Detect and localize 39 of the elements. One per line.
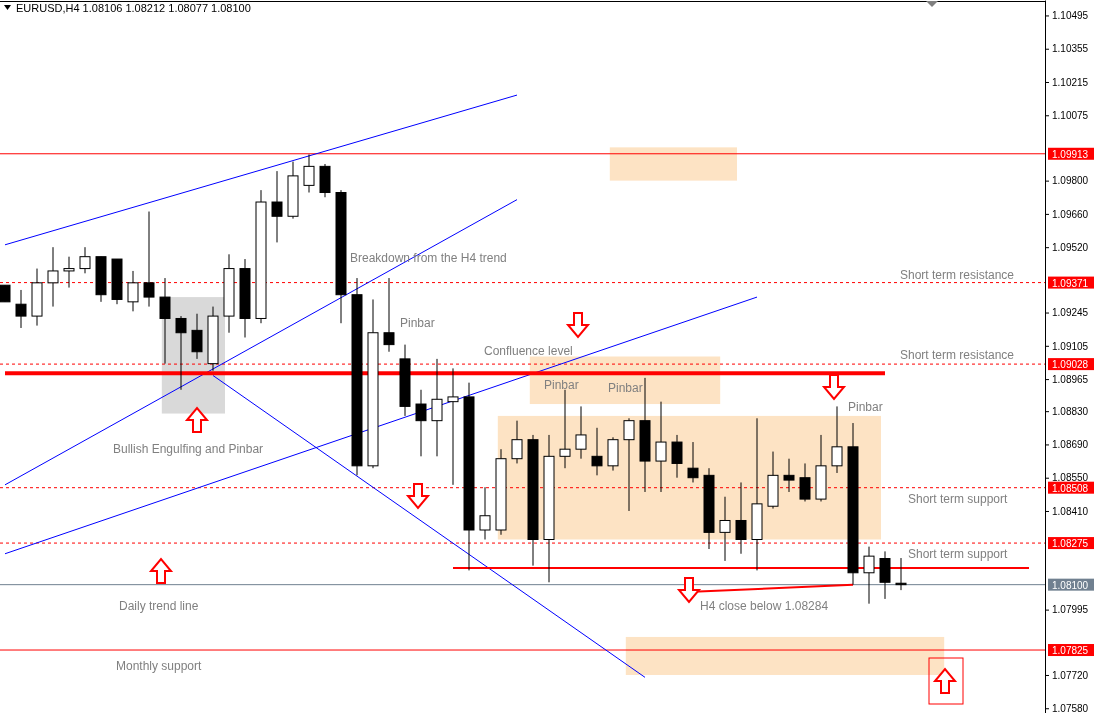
y-tick-label: 1.08830 [1052, 405, 1089, 417]
y-tick-label: 1.08965 [1052, 373, 1089, 385]
annotation: Short term support [908, 547, 1009, 561]
ref-line-label: 1.07825 [1052, 645, 1089, 657]
y-tick-label: 1.08410 [1052, 505, 1089, 517]
y-tick-label: 1.10215 [1052, 76, 1089, 88]
annotation: Short term resistance [900, 268, 1015, 282]
chart-title: EURUSD,H4 1.08106 1.08212 1.08077 1.08100 [16, 2, 251, 14]
y-tick-label: 1.09105 [1052, 340, 1089, 352]
annotation: Bullish Engulfing and Pinbar [113, 442, 264, 456]
y-tick-label: 1.09660 [1052, 208, 1089, 220]
annotation: Pinbar [848, 400, 883, 414]
y-tick-label: 1.10075 [1052, 109, 1089, 121]
y-tick-label: 1.07720 [1052, 669, 1089, 681]
ref-line-label: 1.09913 [1052, 148, 1089, 160]
annotation: Confluence level [484, 344, 573, 358]
y-tick-label: 1.09245 [1052, 307, 1089, 319]
annotation: Daily trend line [119, 599, 199, 613]
y-tick-label: 1.09520 [1052, 241, 1089, 253]
annotation: Pinbar [608, 381, 643, 395]
ref-line-label: 1.09028 [1052, 359, 1089, 371]
y-tick-label: 1.08550 [1052, 472, 1089, 484]
ref-line-label: 1.09371 [1052, 277, 1089, 289]
annotation: Monthly support [116, 659, 203, 673]
y-tick-label: 1.07995 [1052, 604, 1089, 616]
annotation: Breakdown from the H4 trend [350, 251, 507, 265]
y-tick-label: 1.10355 [1052, 43, 1089, 55]
annotation: Pinbar [544, 378, 579, 392]
y-tick-label: 1.08690 [1052, 439, 1089, 451]
annotation: Short term resistance [900, 348, 1015, 362]
y-tick-label: 1.10495 [1052, 10, 1089, 22]
annotation: H4 close below 1.08284 [700, 599, 829, 613]
ref-line-label: 1.08275 [1052, 538, 1089, 550]
ref-line-label: 1.08508 [1052, 482, 1089, 494]
ref-line-label: 1.08100 [1052, 579, 1089, 591]
y-tick-label: 1.07580 [1052, 702, 1089, 713]
annotation: Pinbar [400, 316, 435, 330]
y-tick-label: 1.09800 [1052, 175, 1089, 187]
annotation: Short term support [908, 492, 1009, 506]
